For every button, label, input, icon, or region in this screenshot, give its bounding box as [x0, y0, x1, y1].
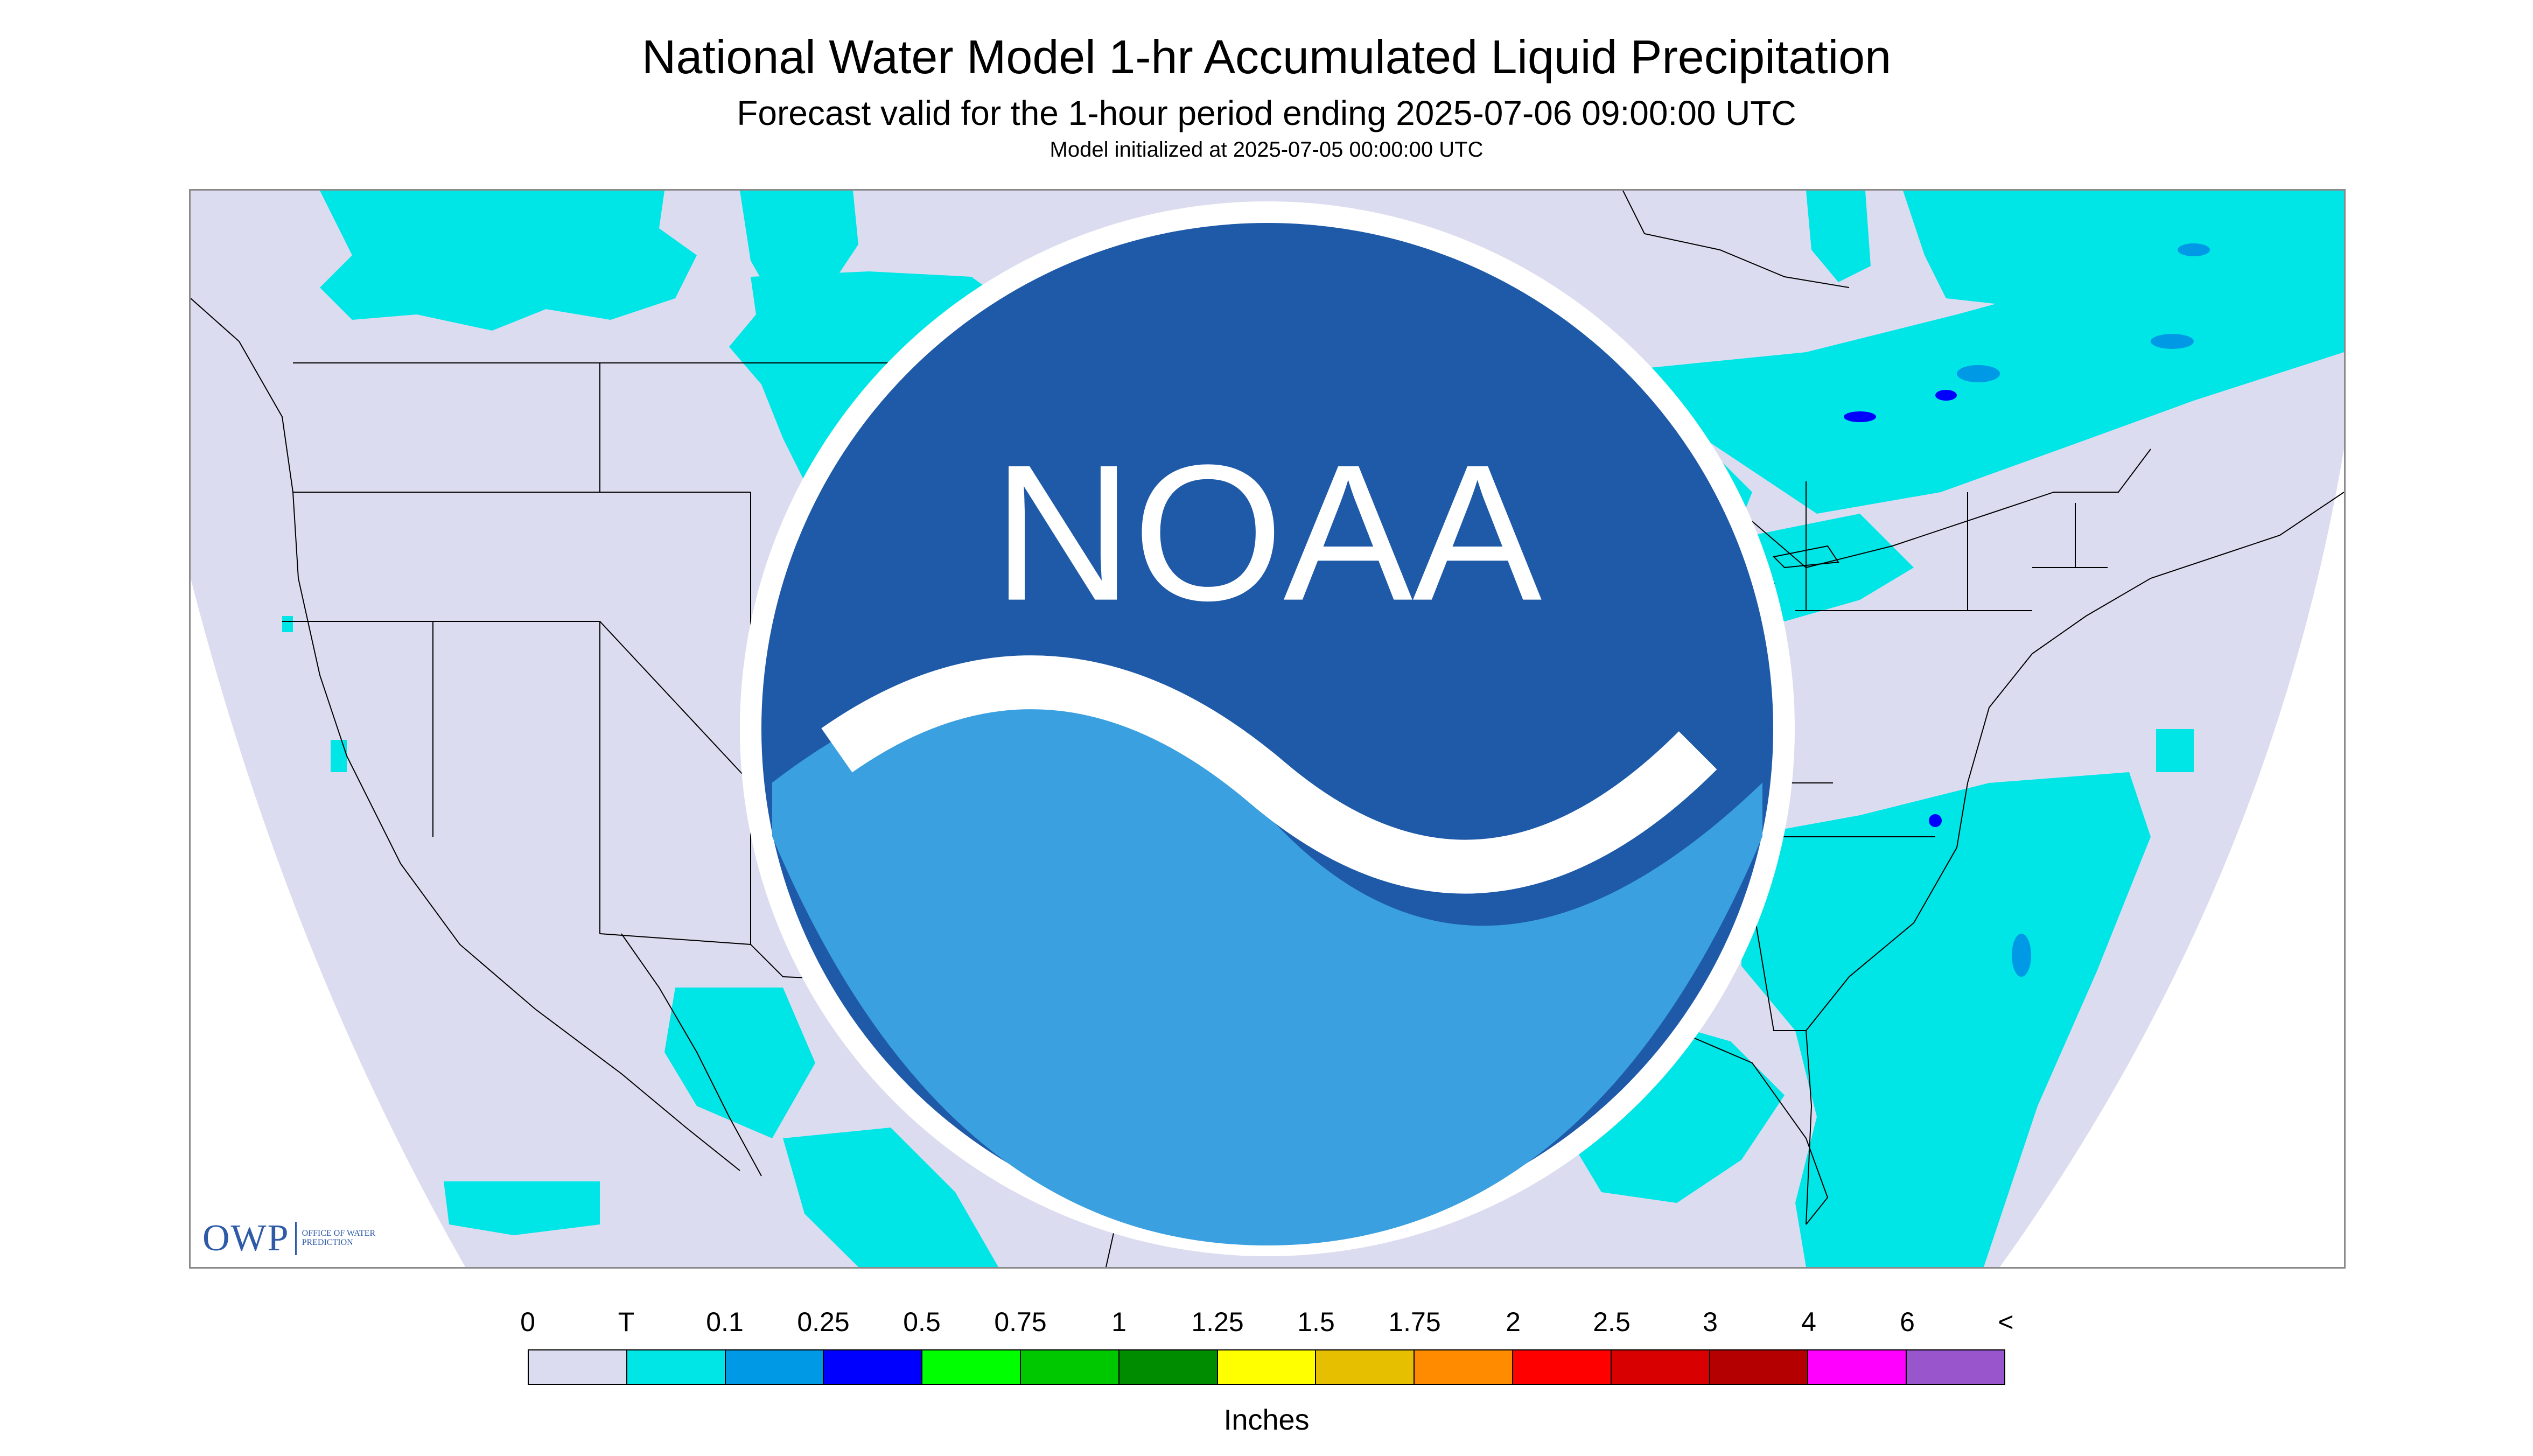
- precip-light-hudson: [2178, 243, 2210, 256]
- legend-label: 2: [1506, 1307, 1521, 1337]
- model-init-note: Model initialized at 2025-07-05 00:00:00…: [1049, 138, 1484, 162]
- legend-label: 0.25: [797, 1307, 850, 1337]
- precip-moderate: [1681, 390, 1957, 827]
- hudson-bay-shore: [1622, 191, 1850, 288]
- precip-region-mexico-south: [783, 1128, 998, 1267]
- legend-label: T: [618, 1307, 635, 1337]
- legend-colorbar: [528, 1349, 2005, 1385]
- owp-logo: OWP OFFICE OF WATER PREDICTION: [202, 1217, 377, 1260]
- legend-label: 0: [520, 1307, 535, 1337]
- baja-peninsula: [621, 933, 762, 1177]
- owp-logo-mark: OWP: [202, 1217, 290, 1259]
- legend-swatch: [725, 1350, 824, 1384]
- precip-cell-carolina-offshore: [2156, 729, 2194, 772]
- legend-label: 1.5: [1297, 1307, 1335, 1337]
- legend-swatch: [1415, 1350, 1513, 1384]
- legend-swatch: [922, 1350, 1021, 1384]
- atlantic-coast: [1805, 492, 2344, 1225]
- svg-text:NOAA: NOAA: [993, 425, 1543, 641]
- legend-label: 3: [1703, 1307, 1718, 1337]
- map-title: National Water Model 1-hr Accumulated Li…: [641, 30, 1892, 83]
- owp-logo-divider: [295, 1222, 297, 1255]
- legend-label: 1.75: [1388, 1307, 1441, 1337]
- legend-label: 6: [1900, 1307, 1915, 1337]
- legend-swatch: [1710, 1350, 1809, 1384]
- precip-region-nw-canada: [320, 191, 697, 331]
- legend-label: 0.1: [706, 1307, 744, 1337]
- legend-swatch: [1217, 1350, 1317, 1384]
- precip-light-quebec: [2151, 334, 2194, 349]
- precip-region-southeast-atlantic: [1741, 772, 2151, 1267]
- legend-label: 2.5: [1593, 1307, 1631, 1337]
- legend-swatch: [1513, 1350, 1612, 1384]
- precip-region-mexico-north: [664, 988, 815, 1138]
- precipitation-map: OWP OFFICE OF WATER PREDICTION NOAA: [189, 189, 2346, 1269]
- legend-swatch: [627, 1350, 726, 1384]
- precip-region-mexico-west: [444, 1181, 600, 1235]
- legend-units: Inches: [1223, 1404, 1310, 1436]
- precip-cell-oregon: [282, 616, 293, 632]
- precip-region-quebec-north: [1903, 191, 2344, 309]
- owp-logo-text: OFFICE OF WATER PREDICTION: [302, 1229, 376, 1247]
- legend-swatch: [1808, 1350, 1907, 1384]
- precip-region-bc-inland: [740, 191, 858, 298]
- legend-label: 0.75: [994, 1307, 1047, 1337]
- legend-swatch: [824, 1350, 923, 1384]
- lake-ontario: [1772, 545, 1839, 569]
- legend-swatch: [1907, 1350, 2004, 1384]
- legend-swatch: [1119, 1350, 1218, 1384]
- pacific-coast: [191, 298, 740, 1171]
- legend-swatch: [529, 1350, 627, 1384]
- legend-label: 1.25: [1191, 1307, 1244, 1337]
- precip-moderate-quebec: [1935, 390, 1957, 401]
- precip-moderate-ontario: [1844, 411, 1876, 422]
- legend-labels: 0 T 0.1 0.25 0.5 0.75 1 1.25 1.5 1.75 2 …: [0, 1308, 2533, 1341]
- precip-light-offshore-ga: [2012, 934, 2031, 977]
- legend-swatch: [1020, 1350, 1119, 1384]
- precip-region-ontario-quebec: [1741, 514, 1914, 621]
- legend-label: 0.5: [903, 1307, 941, 1337]
- precip-cell-california: [331, 740, 347, 772]
- legend-label: <: [1998, 1307, 2014, 1337]
- precip-region-hudson-north: [1806, 191, 1871, 282]
- precip-light-ontario: [1957, 365, 2000, 382]
- legend-label: 1: [1111, 1307, 1126, 1337]
- legend-swatch: [1316, 1350, 1415, 1384]
- legend-swatch: [1611, 1350, 1710, 1384]
- noaa-logo-icon: NOAA: [739, 201, 1795, 1257]
- precip-moderate-nc-coast: [1929, 814, 1942, 827]
- legend-label: 4: [1801, 1307, 1816, 1337]
- forecast-valid-subtitle: Forecast valid for the 1-hour period end…: [737, 94, 1796, 132]
